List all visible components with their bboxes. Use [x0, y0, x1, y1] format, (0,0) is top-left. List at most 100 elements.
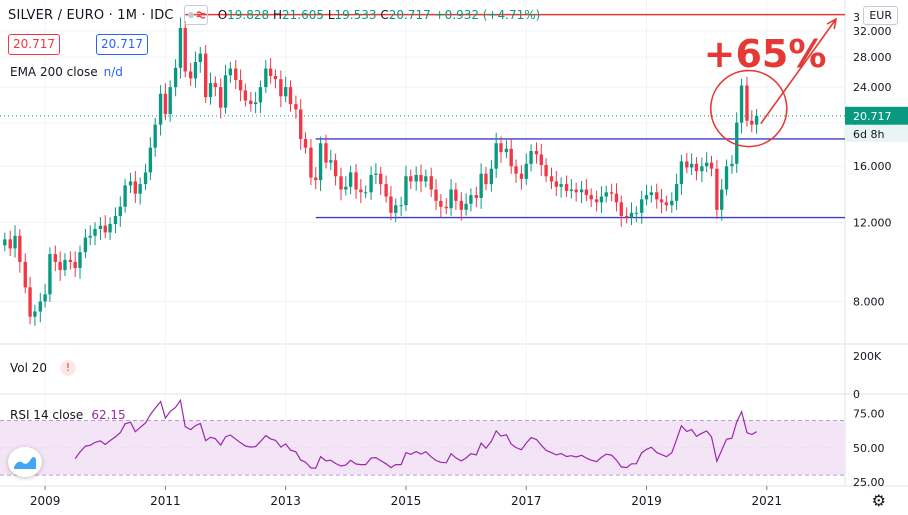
change-value: +0.932 (+4.71%)	[434, 8, 541, 22]
y-tick-label-top: 3	[853, 11, 860, 24]
sell-price-box[interactable]: 20.717	[8, 34, 60, 55]
candle-body	[299, 109, 303, 139]
candle-body	[344, 186, 348, 190]
rsi-legend[interactable]: RSI 14 close 62.15	[10, 408, 126, 422]
candle-body	[534, 150, 539, 155]
rsi-tick-label: 50.00	[853, 442, 885, 455]
candle-body	[3, 239, 7, 246]
candle-body	[394, 205, 398, 213]
candle-body	[173, 67, 178, 88]
candle-body	[73, 261, 77, 268]
candle-body	[198, 53, 202, 62]
currency-button[interactable]: EUR	[863, 6, 898, 25]
candle-body	[694, 163, 699, 172]
candle-body	[715, 168, 719, 210]
candle-body	[204, 53, 208, 98]
candle-body	[700, 166, 704, 172]
candle-body	[33, 311, 37, 317]
x-tick-label: 2011	[150, 494, 181, 508]
candle-body	[754, 115, 759, 125]
tradingview-logo-icon[interactable]	[8, 447, 42, 477]
candle-body	[634, 212, 638, 214]
candle-body	[730, 163, 734, 167]
rsi-label: RSI 14 close	[10, 408, 84, 422]
candle-body	[589, 195, 593, 200]
candle-body	[28, 287, 32, 317]
candle-body	[454, 189, 458, 201]
candle-body	[48, 254, 52, 295]
candle-body	[138, 184, 142, 194]
candle-body	[709, 162, 714, 169]
candle-body	[78, 252, 82, 268]
candle-body	[429, 176, 433, 190]
gain-label: +65%	[704, 32, 827, 76]
symbol-title[interactable]: SILVER / EURO · 1M · IDC	[8, 7, 174, 23]
candle-body	[339, 176, 343, 190]
candle-body	[113, 215, 118, 225]
candle-body	[83, 237, 88, 253]
candle-body	[243, 90, 248, 101]
candle-body	[98, 225, 103, 229]
candle-body	[58, 261, 62, 271]
candle-body	[68, 259, 73, 262]
candle-body	[504, 148, 509, 153]
candle-body	[258, 87, 263, 103]
candle-body	[564, 184, 569, 191]
candle-body	[499, 143, 503, 153]
rsi-line	[74, 398, 757, 469]
x-tick-label: 2019	[631, 494, 662, 508]
candle-body	[544, 165, 548, 177]
candle-body	[524, 163, 528, 179]
candle-body	[419, 174, 423, 182]
candle-body	[23, 261, 27, 288]
axes: 2009 2011 2013 2015 2017 2019 2021 8.000 12.000 1…	[30, 11, 908, 508]
warning-icon[interactable]: !	[60, 360, 76, 376]
candle-body	[569, 189, 574, 191]
candle-body	[38, 301, 42, 312]
candle-body	[509, 148, 513, 167]
candle-body	[93, 228, 97, 236]
ema-legend[interactable]: EMA 200 close n/d	[10, 65, 123, 79]
candle-body	[459, 200, 463, 210]
candle-body	[118, 206, 122, 216]
x-tick-label: 2013	[270, 494, 301, 508]
grid	[0, 0, 908, 487]
candle-body	[619, 202, 623, 216]
candle-body	[238, 79, 243, 91]
candle-body	[143, 172, 148, 185]
candle-body	[223, 75, 228, 108]
x-tick-label: 2015	[391, 494, 422, 508]
countdown-tag	[845, 124, 908, 142]
candle-body	[268, 68, 273, 77]
candle-body	[644, 195, 649, 200]
candle-body	[549, 176, 554, 182]
candle-body	[43, 294, 47, 302]
candle-body	[449, 189, 453, 209]
candle-body	[409, 176, 413, 182]
last-price-label: 20.717	[853, 110, 892, 123]
candles	[3, 17, 759, 326]
high-value: 21.605	[282, 8, 324, 22]
candle-body	[219, 87, 223, 108]
buy-price-box[interactable]: 20.717	[96, 34, 148, 55]
rsi-tick-label: 75.00	[853, 408, 885, 421]
candle-body	[103, 225, 107, 233]
candle-body	[574, 189, 578, 193]
candle-body	[294, 104, 298, 110]
settings-gear-icon[interactable]: ⚙	[871, 491, 886, 510]
candle-body	[604, 192, 608, 197]
candle-body	[213, 83, 217, 88]
candle-body	[369, 174, 373, 193]
countdown-label: 6d 8h	[853, 128, 884, 141]
volume-legend[interactable]: Vol 20	[10, 361, 47, 375]
x-tick-label: 2009	[30, 494, 61, 508]
candle-body	[264, 68, 268, 88]
y-tick-label: 12.000	[853, 216, 892, 229]
low-value: 19.533	[334, 8, 377, 22]
target-arrow	[760, 18, 837, 125]
candle-body	[324, 143, 328, 163]
candle-body	[168, 87, 172, 115]
market-status-icon[interactable]	[183, 5, 208, 25]
candle-body	[153, 124, 157, 148]
